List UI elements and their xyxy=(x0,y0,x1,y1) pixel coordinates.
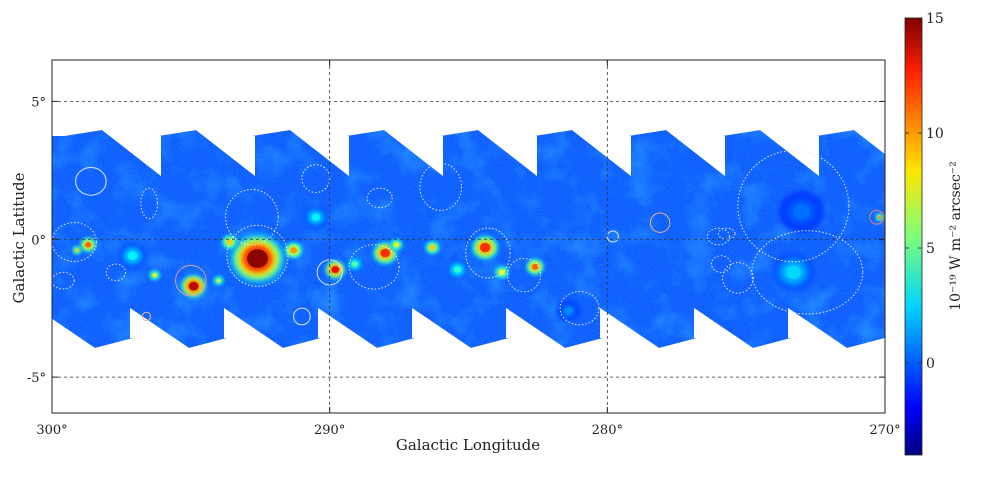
emission-source xyxy=(346,257,363,272)
x-tick-labels: 300° 290° 280° 270° xyxy=(36,423,900,438)
emission-source xyxy=(778,190,825,233)
x-tick-label: 280° xyxy=(592,423,623,438)
emission-source xyxy=(228,232,287,285)
x-axis-title: Galactic Longitude xyxy=(396,436,540,454)
region-ellipse xyxy=(75,166,107,196)
emission-source xyxy=(212,275,225,286)
emission-source xyxy=(556,300,580,322)
emission-source xyxy=(389,238,404,252)
region-ellipse xyxy=(348,244,400,290)
emission-source xyxy=(304,206,328,228)
emission-source xyxy=(875,213,884,221)
x-tick-label: 270° xyxy=(869,423,900,438)
region-ellipse xyxy=(465,227,511,279)
region-ellipse xyxy=(722,262,754,294)
emission-source xyxy=(447,260,467,279)
region-ellipse xyxy=(366,187,393,209)
region-annotations xyxy=(52,150,885,326)
x-tick-label: 290° xyxy=(314,423,345,438)
colorbar-gradient xyxy=(904,17,923,456)
y-tick-label: 5° xyxy=(31,95,46,110)
colorbar-ticks: 0 5 10 15 xyxy=(905,11,944,372)
region-ellipse xyxy=(737,150,850,263)
region-ellipse xyxy=(751,230,864,315)
region-ellipse xyxy=(225,188,279,246)
x-tick-label: 300° xyxy=(36,423,67,438)
region-ellipse xyxy=(301,164,331,193)
colorbar-tick-label: 0 xyxy=(926,356,935,372)
y-tick-label: 0° xyxy=(31,233,46,248)
emission-source xyxy=(283,241,304,259)
emission-source xyxy=(324,259,346,280)
emission-source xyxy=(424,240,441,255)
region-ellipse xyxy=(105,263,127,282)
region-ellipse xyxy=(559,291,600,326)
emission-source xyxy=(470,234,500,261)
plot-frame xyxy=(51,59,886,414)
emission-source xyxy=(119,243,146,268)
region-ellipse xyxy=(869,209,885,225)
region-ellipse xyxy=(419,162,463,211)
emission-source xyxy=(772,253,815,292)
emission-source xyxy=(72,246,82,255)
emission-source xyxy=(371,240,399,266)
emission-source xyxy=(525,258,545,276)
region-ellipse xyxy=(175,264,207,297)
region-ellipse xyxy=(52,222,97,262)
diffuse-emission xyxy=(52,130,885,348)
y-tick-label: -5° xyxy=(27,371,46,386)
y-axis-title: Galactic Latitude xyxy=(10,172,28,303)
region-ellipse xyxy=(226,224,289,287)
region-ellipse xyxy=(506,257,542,293)
emission-source xyxy=(148,269,161,281)
emission-source xyxy=(79,237,97,253)
region-ellipse xyxy=(140,187,159,220)
emission-sources xyxy=(72,190,884,322)
plot-area xyxy=(52,60,885,413)
axis-ticks xyxy=(51,60,886,413)
y-tick-labels: 5° 0° -5° xyxy=(27,95,46,386)
region-ellipse xyxy=(52,271,75,290)
colorbar-tick-label: 5 xyxy=(926,241,935,257)
region-ellipse xyxy=(649,212,671,233)
region-ellipse xyxy=(706,227,731,246)
colorbar-tick-label: 10 xyxy=(926,126,944,142)
region-ellipse xyxy=(710,255,732,273)
colorbar: 0 5 10 15 10⁻¹⁹ W m⁻² arcsec⁻² xyxy=(904,11,964,456)
colorbar-tick-label: 15 xyxy=(926,11,944,27)
region-ellipse xyxy=(293,307,311,326)
grid-lines xyxy=(52,60,885,413)
colorbar-title: 10⁻¹⁹ W m⁻² arcsec⁻² xyxy=(948,161,964,311)
region-ellipse xyxy=(141,311,152,322)
